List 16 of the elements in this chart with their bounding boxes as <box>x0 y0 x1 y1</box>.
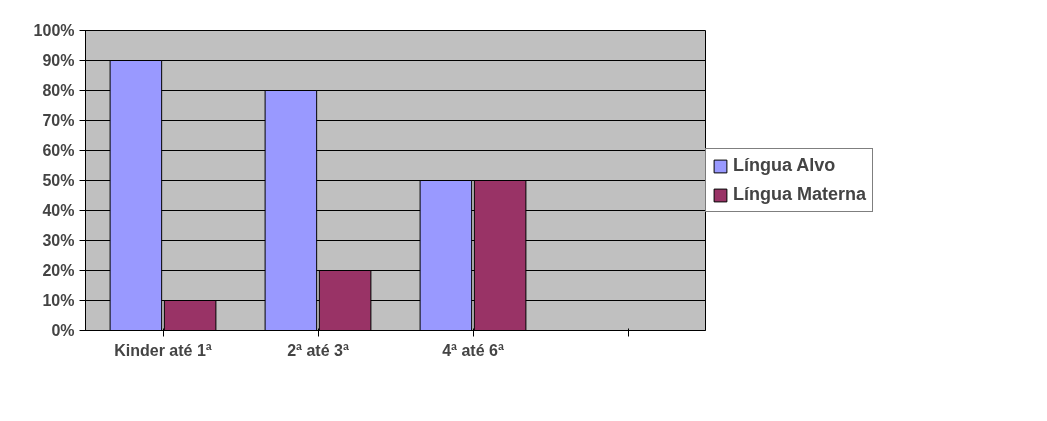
y-tick-label: 40% <box>42 202 75 219</box>
y-tick-label: 80% <box>42 82 75 99</box>
x-tick-label: Kinder até 1ª <box>114 341 212 359</box>
legend-label: Língua Alvo <box>733 155 836 176</box>
y-tick-label: 50% <box>42 172 75 189</box>
y-tick-label: 90% <box>42 52 75 69</box>
y-tick-label: 0% <box>51 322 75 339</box>
y-tick-label: 60% <box>42 142 75 159</box>
y-tick-label: 100% <box>33 22 75 39</box>
y-tick-label: 30% <box>42 232 75 249</box>
x-tick-label: 4ª até 6ª <box>442 341 504 359</box>
y-tick-label: 70% <box>42 112 75 129</box>
y-tick-label: 20% <box>42 262 75 279</box>
y-tick-label: 10% <box>42 292 75 309</box>
x-tick-label: 2ª até 3ª <box>287 341 349 359</box>
legend-label: Língua Materna <box>733 184 867 205</box>
